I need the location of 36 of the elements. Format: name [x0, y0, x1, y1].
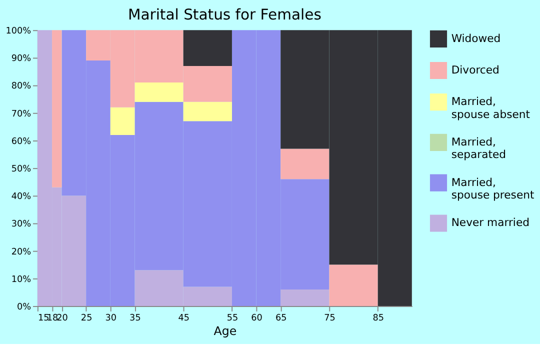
bar: [183, 102, 232, 122]
bar: [134, 82, 184, 102]
bar: [329, 264, 378, 306]
y-tick-label: 20%: [11, 247, 32, 258]
x-tick-label: 55: [226, 313, 238, 324]
y-tick-label: 80%: [11, 82, 32, 92]
x-tick-label: 35: [130, 313, 141, 324]
x-axis-title: Age: [214, 324, 237, 338]
chart-title: Marital Status for Females: [128, 6, 322, 24]
y-tick-label: 10%: [11, 274, 32, 285]
y-tick-label: 90%: [11, 54, 32, 64]
x-tick-label: 85: [372, 313, 384, 324]
y-tick-label: 0%: [16, 302, 32, 312]
x-tick-label: 60: [251, 313, 263, 324]
x-tick-label: 25: [80, 313, 92, 324]
legend-label: Married, spouse present: [451, 176, 534, 202]
x-tick-label: 15: [38, 313, 50, 324]
x-tick-label: 45: [178, 313, 190, 324]
y-tick-label: 60%: [11, 136, 32, 147]
x-tick-label: 20: [56, 313, 68, 324]
bar: [183, 30, 232, 66]
legend-label: Divorced: [451, 63, 500, 76]
y-tick-label: 30%: [11, 220, 32, 230]
y-tick-label: 70%: [11, 109, 32, 120]
legend-label: Married, spouse absent: [451, 94, 530, 121]
x-tick-label: 30: [105, 313, 117, 324]
y-tick-label: 100%: [6, 26, 32, 37]
y-tick-label: 50%: [11, 164, 32, 175]
y-tick-label: 40%: [11, 192, 32, 202]
bar: [280, 148, 330, 180]
legend-label: Never married: [451, 216, 530, 230]
x-tick-label: 65: [275, 313, 287, 324]
legend-label: Widowed: [451, 32, 501, 45]
legend-label: Married, separated: [451, 135, 506, 162]
x-tick-label: 18: [46, 313, 59, 324]
x-tick-label: 75: [324, 313, 336, 324]
